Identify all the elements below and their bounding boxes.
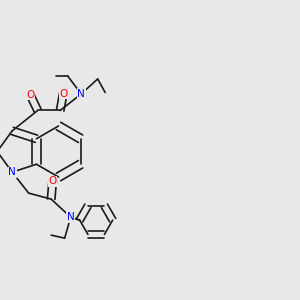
Text: O: O [59, 89, 67, 99]
Text: N: N [67, 212, 74, 222]
Text: N: N [8, 167, 16, 177]
Text: N: N [77, 89, 85, 99]
Text: O: O [26, 90, 34, 100]
Text: O: O [49, 176, 57, 186]
